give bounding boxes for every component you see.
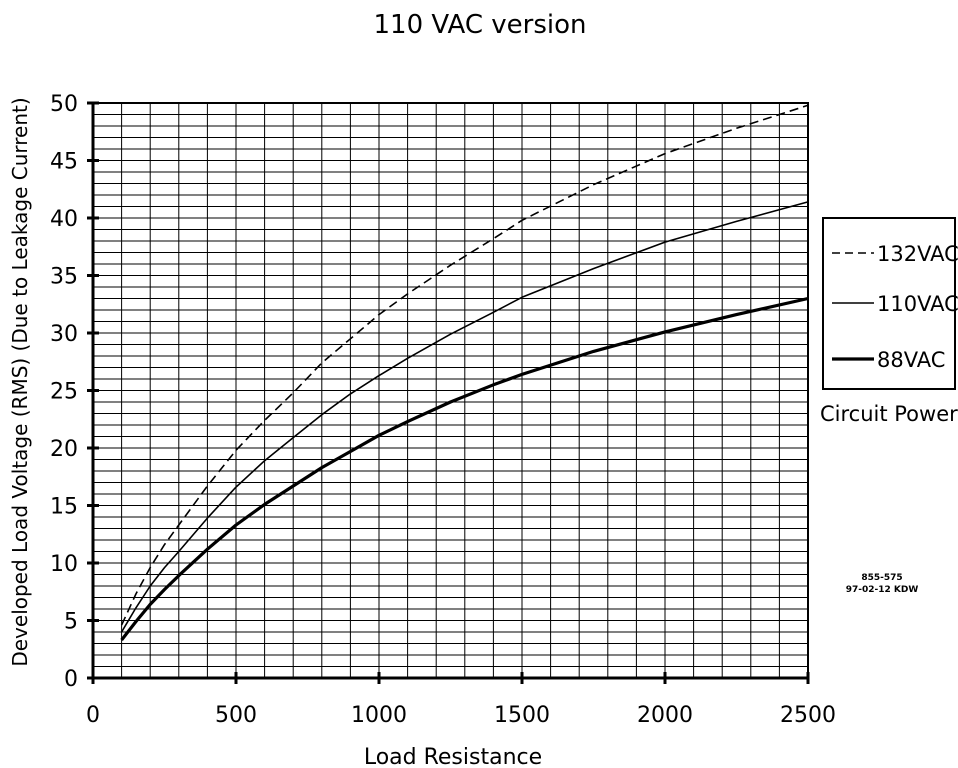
y-tick-label: 35 xyxy=(50,265,78,290)
x-tick-label: 1000 xyxy=(351,703,407,728)
y-tick-label: 30 xyxy=(50,322,78,347)
series-line-110vac xyxy=(120,201,809,633)
y-tick-label: 50 xyxy=(50,92,78,117)
y-tick-label: 20 xyxy=(50,437,78,462)
y-tick-label: 0 xyxy=(64,667,78,692)
legend-label-132vac: 132VAC xyxy=(877,242,958,266)
y-tick-label: 25 xyxy=(50,380,78,405)
x-tick-label: 1500 xyxy=(494,703,550,728)
x-tick-label: 0 xyxy=(86,703,100,728)
y-tick-label: 10 xyxy=(50,552,78,577)
x-tick-label: 2000 xyxy=(637,703,693,728)
chart-title: 110 VAC version xyxy=(374,10,587,40)
x-tick-labels: 0 500 1000 1500 2000 2500 xyxy=(86,703,836,728)
series-line-88vac xyxy=(120,296,809,641)
y-tick-label: 45 xyxy=(50,150,78,175)
x-tick-label: 500 xyxy=(215,703,257,728)
y-axis-label: Developed Load Voltage (RMS) (Due to Lea… xyxy=(8,97,32,666)
y-tick-label: 15 xyxy=(50,495,78,520)
y-tick-labels: 0 5 10 15 20 25 30 35 40 45 50 xyxy=(50,92,78,692)
series-layer xyxy=(120,104,809,641)
drawing-number: 855-575 xyxy=(861,573,902,583)
y-tick-label: 40 xyxy=(50,207,78,232)
y-tick-label: 5 xyxy=(64,610,78,635)
legend-label-88vac: 88VAC xyxy=(877,348,945,372)
grid-lines xyxy=(93,103,808,678)
x-tick-label: 2500 xyxy=(780,703,836,728)
legend-caption: Circuit Power xyxy=(820,402,958,426)
drawing-date: 97-02-12 KDW xyxy=(846,585,919,595)
series-line-132vac xyxy=(120,104,809,626)
axis-ticks xyxy=(87,101,810,684)
x-axis-label: Load Resistance xyxy=(364,745,542,768)
legend-label-110vac: 110VAC xyxy=(877,292,958,316)
